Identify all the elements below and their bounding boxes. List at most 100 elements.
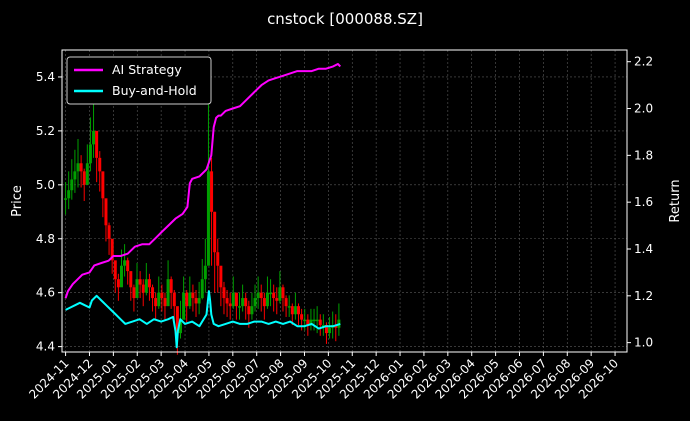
candle-body <box>98 157 102 172</box>
candle-body <box>228 303 232 307</box>
candle-body <box>132 287 136 299</box>
candle-body <box>241 298 245 307</box>
candle-body <box>206 171 210 266</box>
right-tick-label: 2.0 <box>634 102 653 116</box>
candle-body <box>154 298 158 307</box>
candle-body <box>70 179 74 191</box>
candle-body <box>129 271 133 288</box>
candle-body <box>281 287 285 299</box>
candle-body <box>194 298 198 304</box>
candle-body <box>253 298 257 307</box>
candle-body <box>107 225 111 239</box>
candle-body <box>272 292 276 299</box>
candle-body <box>315 319 319 322</box>
right-axis: 1.0 1.2 1.4 1.6 1.8 2.0 2.2 <box>627 55 653 350</box>
legend-label-buy-and-hold: Buy-and-Hold <box>112 83 197 98</box>
candle-body <box>321 325 325 327</box>
candle-body <box>222 287 226 299</box>
left-tick-label: 5.4 <box>36 70 55 84</box>
candle-body <box>175 306 179 334</box>
candle-body <box>210 171 214 212</box>
right-tick-label: 2.2 <box>634 55 653 69</box>
candle-body <box>144 279 148 293</box>
candle-body <box>185 292 189 307</box>
candle-body <box>172 292 176 307</box>
right-tick-label: 1.2 <box>634 289 653 303</box>
series-line-ai-strategy <box>64 63 342 299</box>
candle-body <box>88 144 92 164</box>
candle-body <box>119 265 123 288</box>
candle-body <box>160 292 164 299</box>
candle-body <box>287 306 291 308</box>
candle-body <box>73 171 77 180</box>
candle-body <box>188 292 192 307</box>
candle-body <box>126 260 130 272</box>
candle-body <box>178 319 182 334</box>
candle-body <box>225 298 229 304</box>
candle-body <box>284 298 288 307</box>
candle-body <box>123 260 127 266</box>
candle-body <box>290 306 294 315</box>
left-tick-label: 4.4 <box>36 340 55 354</box>
candle-body <box>247 306 251 315</box>
candle-body <box>85 163 89 185</box>
left-tick-label: 5.2 <box>36 124 55 138</box>
candle-body <box>113 260 117 280</box>
candle-body <box>141 284 145 293</box>
candle-body <box>147 279 151 288</box>
candle-body <box>275 298 279 301</box>
left-tick-label: 4.6 <box>36 286 55 300</box>
candle-body <box>92 130 96 145</box>
candle-body <box>306 319 310 326</box>
candle-body <box>151 287 155 299</box>
candle-body <box>64 198 68 200</box>
candle-body <box>216 252 220 266</box>
plot-frame <box>61 49 628 353</box>
candle-body <box>135 279 139 299</box>
candle-body <box>269 292 273 295</box>
candle-body <box>250 306 254 315</box>
candle-body <box>262 298 266 307</box>
candle-body <box>256 292 260 299</box>
left-tick-label: 5.0 <box>36 178 55 192</box>
candle-body <box>309 319 313 326</box>
candle-body <box>104 198 108 226</box>
candle-body <box>213 211 217 253</box>
right-axis-label: Return <box>668 179 683 222</box>
candle-body <box>203 265 207 280</box>
candle-body <box>157 292 161 307</box>
candle-body <box>244 298 248 307</box>
left-axis: 4.4 4.6 4.8 5.0 5.2 5.4 <box>36 70 62 354</box>
candle-body <box>200 279 204 299</box>
candle-body <box>138 279 142 285</box>
candle-body <box>300 314 304 320</box>
candle-body <box>259 292 263 299</box>
candle-body <box>169 279 173 293</box>
candle-body <box>76 163 80 172</box>
candle-body <box>163 298 167 307</box>
legend-label-ai-strategy: AI Strategy <box>112 62 182 77</box>
candle-body <box>328 327 332 334</box>
candle-body <box>231 292 235 307</box>
candle-body <box>312 319 316 322</box>
left-tick-label: 4.8 <box>36 232 55 246</box>
candle-body <box>303 319 307 322</box>
candle-body <box>101 171 105 199</box>
candle-body <box>234 292 238 307</box>
candle-body <box>324 325 328 334</box>
right-tick-label: 1.4 <box>634 242 653 256</box>
legend: AI Strategy Buy-and-Hold <box>66 56 212 105</box>
right-tick-label: 1.8 <box>634 148 653 162</box>
right-tick-label: 1.0 <box>634 336 653 350</box>
right-tick-label: 1.6 <box>634 195 653 209</box>
candle-body <box>197 298 201 304</box>
candles <box>64 103 341 355</box>
chart-title: cnstock [000088.SZ] <box>267 10 423 28</box>
candle-body <box>297 306 301 315</box>
candle-body <box>219 265 223 288</box>
candle-body <box>278 287 282 301</box>
candle-body <box>116 279 120 288</box>
candle-body <box>110 238 114 261</box>
candle-body <box>82 171 86 185</box>
